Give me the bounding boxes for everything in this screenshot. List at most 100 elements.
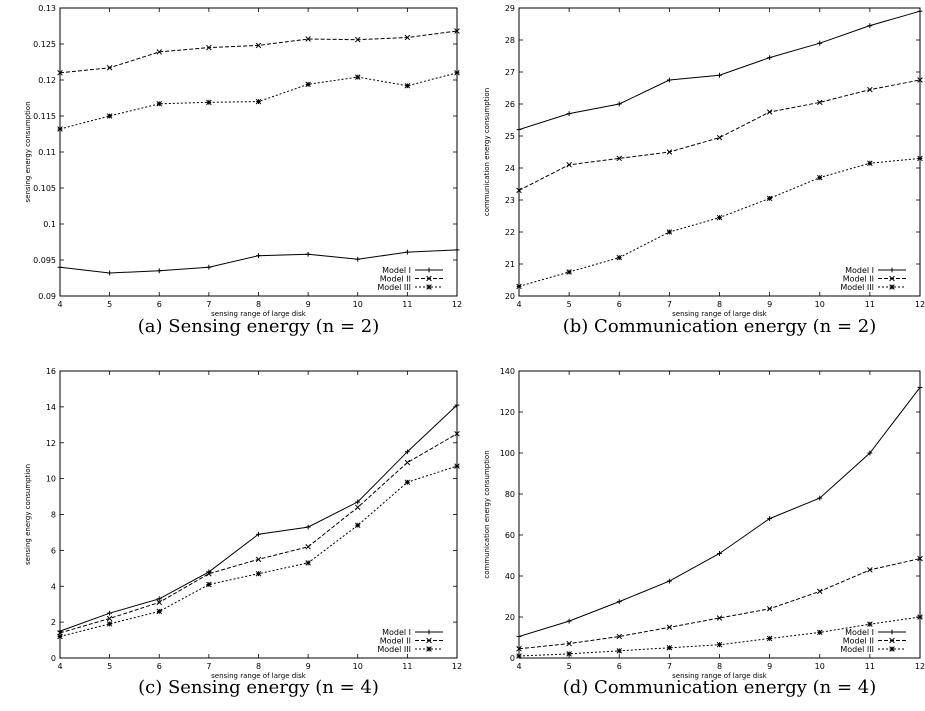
x-tick-label: 11: [865, 662, 875, 671]
data-point-model-1: [355, 499, 361, 505]
y-tick-label: 2: [51, 618, 56, 627]
chart-caption: (d) Communication energy (n = 4): [563, 677, 876, 698]
legend-label: Model III: [840, 283, 874, 292]
x-tick-label: 5: [567, 662, 572, 671]
data-point-model-3: [766, 635, 773, 642]
data-point-model-1: [404, 249, 410, 255]
data-point-model-3: [867, 621, 873, 627]
data-point-model-2: [566, 640, 572, 647]
data-point-model-3: [716, 214, 723, 221]
data-point-model-3: [305, 81, 311, 88]
series-line-model-1: [59, 404, 458, 632]
legend-marker-model-2: [889, 637, 895, 644]
data-point-model-3: [716, 641, 723, 648]
data-point-model-1: [454, 402, 460, 408]
data-point-model-3: [404, 479, 411, 485]
series-line-model-1: [518, 10, 921, 131]
x-tick-label: 5: [567, 300, 572, 309]
legend-marker-model-1: [889, 267, 895, 273]
data-point-model-2: [516, 646, 522, 652]
data-point-model-3: [156, 101, 163, 107]
legend-marker-model-3: [426, 284, 432, 290]
x-tick-label: 5: [107, 662, 112, 671]
data-point-model-1: [666, 77, 672, 83]
x-tick-label: 10: [815, 300, 825, 309]
y-tick-label: 12: [46, 439, 56, 448]
data-point-model-3: [566, 651, 572, 657]
data-point-model-1: [616, 101, 622, 107]
y-tick-label: 20: [505, 613, 515, 622]
series-line-model-3: [59, 465, 458, 637]
y-tick-label: 24: [505, 164, 515, 173]
y-tick-label: 29: [505, 4, 515, 13]
data-point-model-1: [717, 72, 722, 78]
legend-label: Model II: [380, 275, 411, 284]
data-point-model-1: [57, 264, 63, 270]
legend-marker-model-2: [889, 275, 895, 282]
data-point-model-1: [717, 551, 722, 556]
x-tick-label: 6: [617, 662, 622, 671]
data-point-model-2: [566, 162, 572, 168]
chart-caption: (c) Sensing energy (n = 4): [138, 677, 379, 698]
x-tick-label: 8: [256, 662, 261, 671]
x-tick-label: 7: [667, 300, 672, 309]
data-point-model-3: [816, 629, 823, 636]
plot-frame: [518, 370, 921, 659]
data-point-model-2: [106, 615, 113, 622]
data-point-model-3: [566, 269, 572, 275]
x-tick-label: 9: [767, 662, 772, 671]
x-tick-label: 9: [767, 300, 772, 309]
y-tick-label: 25: [505, 132, 515, 141]
data-point-model-3: [106, 621, 113, 627]
legend-marker-model-2: [426, 637, 432, 644]
x-tick-label: 9: [306, 662, 311, 671]
y-tick-label: 60: [505, 531, 515, 540]
data-point-model-2: [206, 570, 212, 577]
y-tick-label: 6: [51, 546, 56, 555]
legend-marker-model-3: [426, 646, 432, 652]
data-point-model-1: [156, 596, 162, 602]
legend-label: Model III: [377, 283, 411, 292]
data-point-model-3: [454, 463, 460, 469]
data-point-model-2: [156, 49, 163, 55]
data-point-model-3: [816, 174, 823, 181]
data-point-model-1: [107, 270, 113, 276]
data-point-model-3: [57, 126, 63, 132]
legend-label: Model I: [382, 266, 411, 275]
y-axis-label: communication energy consumption: [483, 88, 491, 216]
data-point-model-3: [917, 614, 923, 620]
y-tick-label: 0.115: [33, 112, 56, 121]
legend-marker-model-1: [426, 267, 432, 273]
x-tick-label: 10: [353, 300, 363, 309]
legend-label: Model II: [380, 637, 411, 646]
data-point-model-1: [867, 450, 873, 456]
chart-caption: (a) Sensing energy (n = 2): [138, 316, 379, 337]
data-point-model-3: [255, 98, 262, 105]
data-point-model-3: [404, 83, 411, 89]
data-point-model-3: [57, 633, 63, 640]
data-point-model-2: [206, 44, 212, 51]
x-tick-label: 11: [402, 300, 412, 309]
data-point-model-1: [767, 516, 773, 521]
data-point-model-3: [616, 648, 623, 654]
plot-frame: [518, 7, 921, 297]
series-line-model-2: [59, 30, 458, 74]
data-point-model-1: [454, 247, 460, 253]
y-tick-label: 0: [51, 654, 56, 663]
plot-frame: [59, 7, 458, 297]
data-point-model-3: [255, 570, 262, 577]
x-tick-label: 11: [865, 300, 875, 309]
y-tick-label: 28: [505, 36, 515, 45]
data-point-model-1: [666, 578, 672, 584]
legend-label: Model I: [382, 628, 411, 637]
chart-a: 4 5 6 7 8 9 10 11 12 0.09 0.095 0.1 0.105 0.11 0.115 0.…: [24, 4, 462, 337]
y-tick-label: 26: [505, 100, 515, 109]
y-tick-label: 4: [51, 582, 56, 591]
data-point-model-3: [616, 254, 623, 261]
y-tick-label: 120: [500, 408, 515, 417]
x-tick-label: 5: [107, 300, 112, 309]
data-point-model-1: [817, 495, 823, 501]
y-tick-label: 0.13: [38, 4, 56, 13]
